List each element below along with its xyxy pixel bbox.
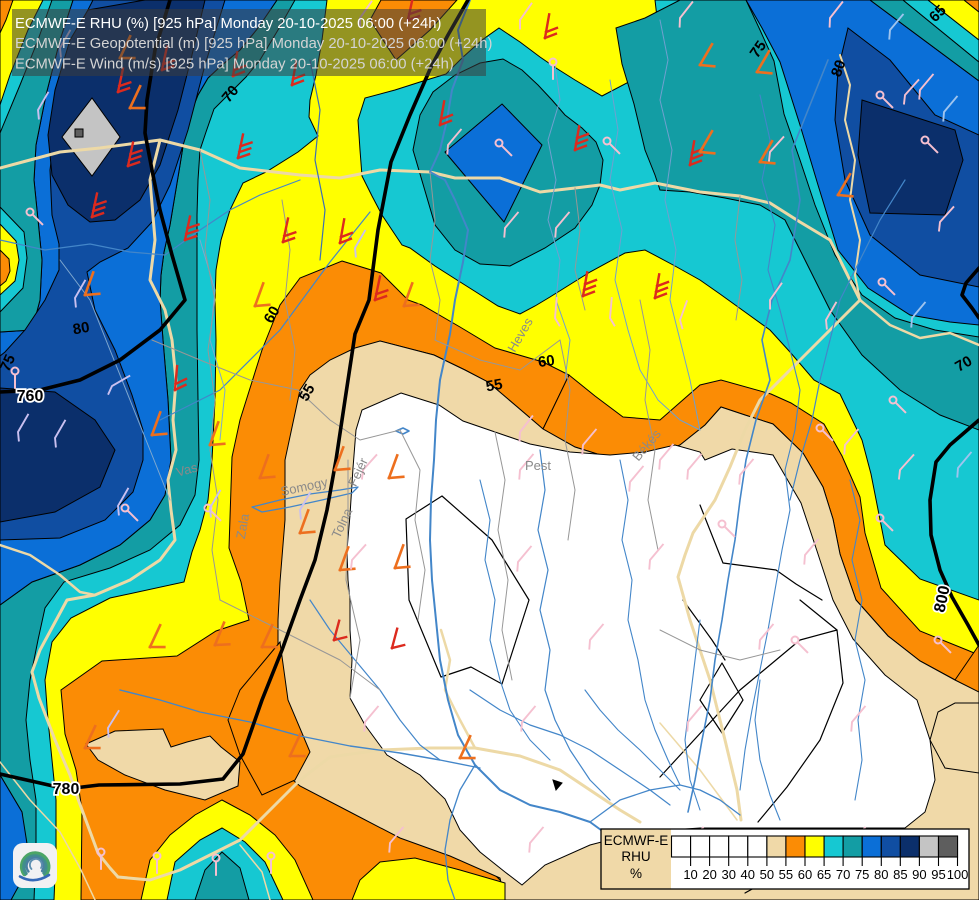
svg-text:800: 800 bbox=[932, 584, 954, 614]
svg-text:60: 60 bbox=[261, 303, 284, 326]
svg-text:780: 780 bbox=[53, 781, 80, 798]
svg-text:Pest: Pest bbox=[525, 458, 551, 473]
svg-text:ECMWF-E RHU (%) [925 hPa] Mond: ECMWF-E RHU (%) [925 hPa] Monday 20-10-2… bbox=[15, 16, 441, 32]
svg-text:80: 80 bbox=[72, 319, 91, 339]
svg-text:ECMWF-E: ECMWF-E bbox=[604, 833, 669, 848]
svg-text:50: 50 bbox=[760, 867, 774, 882]
svg-text:55: 55 bbox=[779, 867, 793, 882]
svg-text:85: 85 bbox=[893, 867, 907, 882]
svg-text:RHU: RHU bbox=[621, 849, 650, 864]
svg-text:100: 100 bbox=[947, 867, 969, 882]
svg-text:ECMWF-E Wind (m/s) [925 hPa] M: ECMWF-E Wind (m/s) [925 hPa] Monday 20-1… bbox=[15, 57, 454, 73]
svg-text:90: 90 bbox=[912, 867, 926, 882]
svg-text:75: 75 bbox=[855, 867, 869, 882]
svg-text:55: 55 bbox=[485, 376, 504, 396]
svg-text:Zala: Zala bbox=[233, 512, 252, 540]
svg-text:65: 65 bbox=[817, 867, 831, 882]
svg-text:95: 95 bbox=[931, 867, 945, 882]
svg-text:10: 10 bbox=[683, 867, 697, 882]
svg-text:75: 75 bbox=[0, 352, 19, 374]
svg-text:55: 55 bbox=[296, 381, 319, 404]
svg-text:ECMWF-E Geopotential (m) [925: ECMWF-E Geopotential (m) [925 hPa] Monda… bbox=[15, 36, 493, 52]
svg-text:Vas: Vas bbox=[175, 460, 200, 480]
svg-text:60: 60 bbox=[537, 352, 556, 371]
svg-text:760: 760 bbox=[17, 388, 44, 405]
svg-text:30: 30 bbox=[721, 867, 735, 882]
svg-text:70: 70 bbox=[952, 353, 975, 376]
svg-text:75: 75 bbox=[747, 38, 770, 61]
svg-text:760: 760 bbox=[17, 388, 44, 405]
svg-text:780: 780 bbox=[53, 781, 80, 798]
svg-text:%: % bbox=[630, 866, 642, 881]
svg-text:80: 80 bbox=[828, 58, 850, 79]
svg-text:60: 60 bbox=[798, 867, 812, 882]
svg-text:20: 20 bbox=[702, 867, 716, 882]
svg-text:40: 40 bbox=[741, 867, 755, 882]
svg-text:70: 70 bbox=[836, 867, 850, 882]
svg-text:80: 80 bbox=[874, 867, 888, 882]
